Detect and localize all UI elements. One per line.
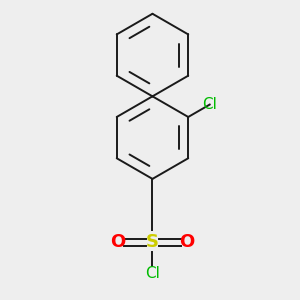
- Text: Cl: Cl: [145, 266, 160, 281]
- Text: O: O: [179, 233, 195, 251]
- Text: O: O: [110, 233, 125, 251]
- Text: Cl: Cl: [202, 97, 217, 112]
- Text: S: S: [146, 233, 159, 251]
